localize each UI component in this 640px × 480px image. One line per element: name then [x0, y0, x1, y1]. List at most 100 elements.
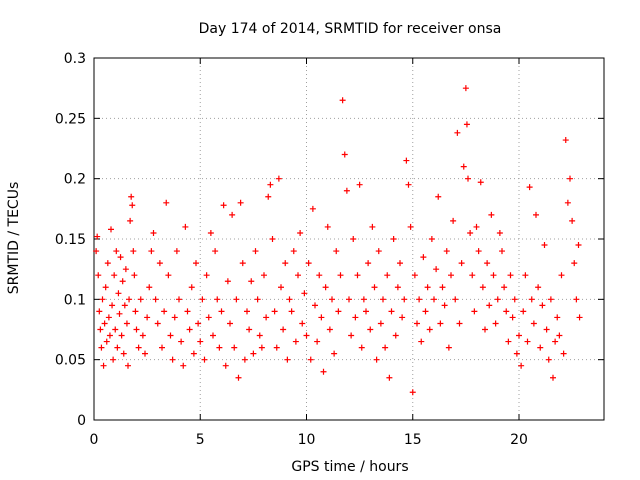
data-point	[499, 248, 505, 255]
data-point	[244, 308, 250, 315]
data-point	[146, 284, 153, 291]
data-point	[203, 272, 210, 279]
data-point	[354, 272, 361, 279]
data-point	[526, 184, 533, 191]
y-axis-label: SRMTID / TECUs	[6, 182, 22, 295]
data-point	[422, 308, 429, 315]
data-point	[210, 332, 216, 339]
data-point	[341, 151, 348, 158]
data-point	[263, 314, 270, 321]
data-point	[96, 308, 103, 315]
data-point	[320, 368, 327, 375]
data-point	[288, 308, 295, 315]
data-point	[397, 260, 403, 267]
data-point	[358, 344, 365, 351]
data-point	[121, 302, 128, 309]
data-point	[386, 374, 393, 381]
data-point	[365, 260, 372, 267]
data-point	[292, 338, 299, 345]
data-point	[195, 320, 202, 327]
data-point	[367, 326, 374, 333]
data-point	[165, 272, 172, 279]
data-point	[156, 260, 163, 267]
data-point	[97, 326, 104, 333]
data-point	[509, 314, 516, 321]
data-point	[437, 320, 444, 327]
y-tick-label: 0.25	[55, 111, 86, 127]
data-point	[295, 272, 301, 279]
data-point	[513, 350, 520, 357]
y-tick-label: 0.2	[64, 172, 86, 188]
data-point	[560, 350, 567, 357]
data-point	[414, 320, 420, 327]
data-point	[547, 296, 554, 303]
data-point	[503, 308, 510, 315]
data-point	[524, 338, 531, 345]
data-point	[193, 260, 199, 267]
data-point	[392, 332, 399, 339]
data-point	[108, 226, 114, 233]
data-point	[152, 296, 159, 303]
data-point	[118, 332, 125, 339]
data-point	[316, 272, 323, 279]
data-point	[411, 272, 418, 279]
x-tick-label: 15	[404, 432, 422, 448]
data-point	[301, 290, 308, 297]
data-point	[380, 296, 386, 303]
data-point	[99, 296, 106, 303]
data-point	[490, 272, 497, 279]
data-point	[126, 296, 133, 303]
data-point	[154, 320, 161, 327]
y-tick-label: 0.1	[64, 292, 86, 308]
data-point	[235, 374, 242, 381]
data-point	[384, 272, 391, 279]
data-point	[467, 229, 474, 236]
x-tick-label: 20	[510, 432, 528, 448]
data-point	[105, 314, 112, 321]
data-point	[543, 326, 550, 333]
x-tick-label: 5	[196, 432, 205, 448]
data-point	[110, 356, 117, 363]
data-point	[448, 272, 454, 279]
data-point	[231, 344, 238, 351]
data-point	[113, 248, 120, 255]
data-point	[520, 308, 527, 315]
data-point	[403, 157, 410, 164]
chart-grid	[94, 58, 604, 420]
data-point	[101, 320, 108, 327]
data-point	[460, 163, 467, 170]
data-point	[93, 248, 100, 255]
data-point	[305, 260, 312, 267]
data-point	[122, 266, 129, 273]
data-point	[130, 248, 137, 255]
data-point	[405, 181, 412, 188]
data-point	[112, 326, 119, 333]
data-point	[216, 344, 223, 351]
data-point	[148, 248, 155, 255]
data-point	[433, 266, 440, 273]
data-point	[114, 344, 121, 351]
data-point	[119, 278, 126, 285]
y-tick-label: 0.05	[55, 353, 86, 369]
data-point	[178, 338, 185, 345]
data-point	[416, 296, 423, 303]
data-point	[573, 296, 580, 303]
data-point	[420, 254, 427, 261]
data-point	[377, 320, 384, 327]
data-point	[537, 344, 544, 351]
chart-ticks: 0 5 10 15 20 0 0.05 0.1 0.15 0.2 0.25 0.3	[55, 51, 604, 448]
data-point	[132, 308, 139, 315]
data-point	[237, 199, 244, 206]
data-point	[424, 284, 431, 291]
data-point	[220, 202, 227, 209]
data-point	[150, 229, 157, 236]
data-point	[171, 314, 178, 321]
data-point	[558, 272, 565, 279]
data-point	[418, 338, 425, 345]
x-axis-label: GPS time / hours	[291, 459, 408, 475]
data-point	[184, 308, 191, 315]
data-point	[190, 350, 197, 357]
data-point	[139, 332, 146, 339]
data-point	[462, 85, 469, 92]
